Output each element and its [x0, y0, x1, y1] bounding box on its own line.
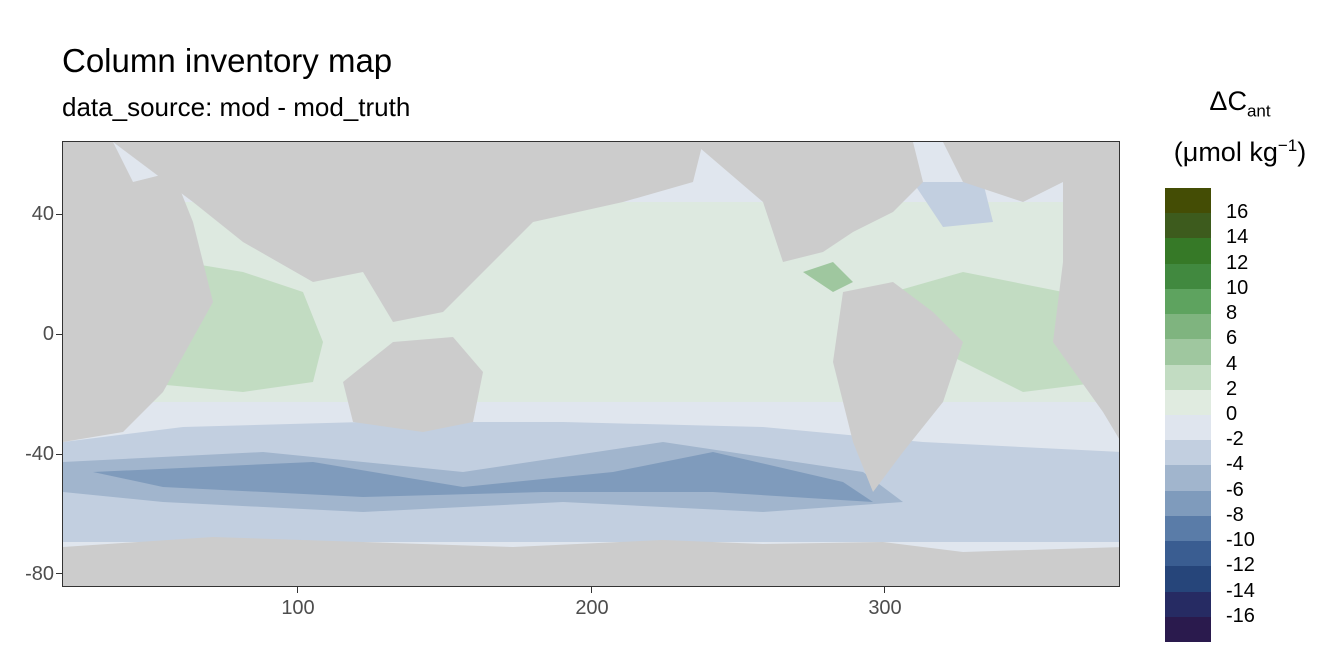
legend-swatch	[1165, 515, 1211, 542]
y-tick-label-0: 0	[42, 323, 54, 345]
legend-title-sub: ant	[1246, 101, 1271, 121]
eurasia	[113, 142, 703, 322]
legend-break-label: -8	[1226, 503, 1244, 526]
north-atlantic-neg	[913, 182, 993, 227]
legend-swatch	[1165, 415, 1211, 441]
legend-break-label: 12	[1226, 251, 1249, 274]
legend-swatch	[1165, 541, 1211, 567]
y-tick	[56, 573, 62, 574]
y-tick-label-neg80: -80	[25, 563, 54, 585]
south-america	[833, 282, 963, 492]
legend-break-label: -4	[1226, 453, 1244, 476]
x-tick	[297, 587, 298, 593]
legend-break-label: -10	[1226, 529, 1255, 552]
legend-break-label: 16	[1226, 201, 1249, 224]
y-tick-label-40: 40	[31, 203, 54, 225]
x-tick	[884, 587, 885, 593]
australia	[343, 337, 483, 432]
legend-break-label: 8	[1226, 302, 1238, 325]
legend-break-label: 14	[1226, 226, 1249, 249]
legend-swatch	[1165, 188, 1211, 214]
legend-break-label: 2	[1226, 377, 1238, 400]
legend-break-label: -12	[1226, 554, 1255, 577]
africa-west	[63, 142, 213, 442]
legend-break-label: 4	[1226, 352, 1238, 375]
legend-break-label: 10	[1226, 276, 1249, 299]
x-tick-label-100: 100	[281, 597, 315, 619]
legend-swatch	[1165, 314, 1211, 340]
y-tick-label-neg40: -40	[25, 443, 54, 465]
x-tick	[591, 587, 592, 593]
legend-swatch	[1165, 490, 1211, 517]
legend-swatch	[1165, 465, 1211, 492]
y-tick	[56, 214, 62, 215]
southern-ocean-neg6	[93, 452, 873, 502]
legend-swatch	[1165, 238, 1211, 265]
x-tick-label-300: 300	[868, 597, 902, 619]
legend-break-label: 0	[1226, 403, 1238, 425]
legend-unit-prefix: (μmol kg	[1173, 137, 1278, 167]
legend-title-main: ΔC	[1209, 86, 1247, 116]
legend-swatch	[1165, 566, 1211, 593]
legend-unit-suffix: )	[1297, 137, 1307, 167]
legend-swatch	[1165, 616, 1211, 643]
map-panel	[62, 141, 1120, 587]
legend-swatch	[1165, 288, 1211, 315]
legend-swatch	[1165, 213, 1211, 239]
legend-swatch	[1165, 263, 1211, 290]
legend-swatch	[1165, 339, 1211, 366]
y-tick	[56, 454, 62, 455]
legend-break-label: -14	[1226, 579, 1255, 602]
legend-unit: (μmol kg−1)	[1160, 136, 1320, 168]
legend-swatch	[1165, 440, 1211, 466]
legend-swatch	[1165, 389, 1211, 416]
greenland	[943, 142, 1063, 202]
legend-swatch	[1165, 364, 1211, 391]
legend-title: ΔCant	[1160, 86, 1320, 121]
legend-colorbar	[1165, 188, 1211, 643]
antarctica	[63, 537, 1119, 586]
y-tick	[56, 334, 62, 335]
legend-unit-sup: −1	[1277, 136, 1298, 155]
africa-east	[1053, 142, 1119, 439]
legend-break-label: -16	[1226, 604, 1255, 627]
map-subtitle: data_source: mod - mod_truth	[62, 92, 411, 122]
map-title: Column inventory map	[62, 42, 393, 79]
legend-break-label: 6	[1226, 327, 1238, 350]
legend-swatch	[1165, 591, 1211, 618]
legend-break-label: -6	[1226, 478, 1244, 501]
ocean-map	[63, 142, 1119, 586]
x-tick-label-200: 200	[575, 597, 609, 619]
caribbean-positive	[803, 262, 853, 292]
legend-break-label: -2	[1226, 428, 1244, 451]
north-america	[693, 142, 923, 262]
